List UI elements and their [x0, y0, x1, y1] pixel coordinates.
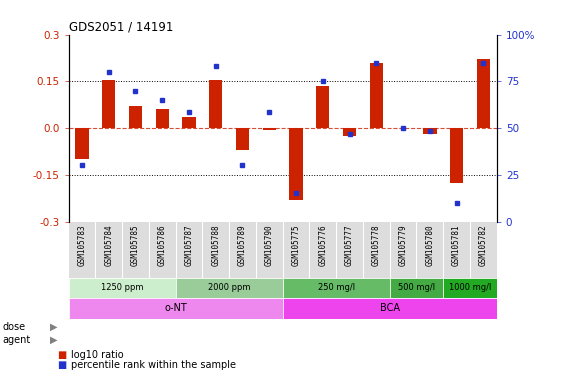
Text: GSM105782: GSM105782	[479, 224, 488, 266]
Bar	[283, 278, 389, 298]
Bar	[236, 128, 249, 150]
Bar	[75, 128, 89, 159]
Text: dose: dose	[3, 322, 26, 332]
Bar	[182, 117, 196, 128]
Text: percentile rank within the sample: percentile rank within the sample	[71, 360, 236, 370]
Bar	[102, 80, 115, 128]
Text: ▶: ▶	[50, 335, 58, 345]
Bar	[423, 128, 437, 134]
Bar	[209, 80, 223, 128]
Text: GSM105775: GSM105775	[292, 224, 300, 266]
Text: GSM105789: GSM105789	[238, 224, 247, 266]
Bar	[283, 298, 497, 319]
Text: GSM105786: GSM105786	[158, 224, 167, 266]
Text: ■: ■	[57, 350, 66, 360]
Text: GSM105785: GSM105785	[131, 224, 140, 266]
Bar	[343, 128, 356, 136]
Text: ■: ■	[57, 360, 66, 370]
Text: agent: agent	[3, 335, 31, 345]
Bar	[389, 278, 443, 298]
Bar	[369, 63, 383, 128]
Bar	[450, 128, 463, 182]
Text: GSM105787: GSM105787	[184, 224, 194, 266]
Text: GSM105776: GSM105776	[318, 224, 327, 266]
Bar	[289, 128, 303, 200]
Text: GDS2051 / 14191: GDS2051 / 14191	[69, 20, 173, 33]
Bar	[69, 278, 176, 298]
Text: ▶: ▶	[50, 322, 58, 332]
Text: BCA: BCA	[380, 303, 400, 313]
Text: log10 ratio: log10 ratio	[71, 350, 124, 360]
Bar	[128, 106, 142, 128]
Text: 2000 ppm: 2000 ppm	[208, 283, 250, 292]
Text: 500 mg/l: 500 mg/l	[398, 283, 435, 292]
Text: o-NT: o-NT	[164, 303, 187, 313]
Text: GSM105788: GSM105788	[211, 224, 220, 266]
Text: 250 mg/l: 250 mg/l	[317, 283, 355, 292]
Text: 1250 ppm: 1250 ppm	[101, 283, 143, 292]
Text: GSM105783: GSM105783	[78, 224, 86, 266]
Bar	[263, 128, 276, 129]
Text: GSM105790: GSM105790	[265, 224, 274, 266]
Bar	[176, 278, 283, 298]
Text: GSM105779: GSM105779	[399, 224, 408, 266]
Bar	[477, 60, 490, 128]
Text: GSM105781: GSM105781	[452, 224, 461, 266]
Bar	[316, 86, 329, 128]
Text: 1000 mg/l: 1000 mg/l	[449, 283, 491, 292]
Bar	[155, 109, 169, 128]
Text: GSM105780: GSM105780	[425, 224, 435, 266]
Bar	[443, 278, 497, 298]
Text: GSM105778: GSM105778	[372, 224, 381, 266]
Text: GSM105777: GSM105777	[345, 224, 354, 266]
Bar	[69, 298, 283, 319]
Text: GSM105784: GSM105784	[104, 224, 113, 266]
